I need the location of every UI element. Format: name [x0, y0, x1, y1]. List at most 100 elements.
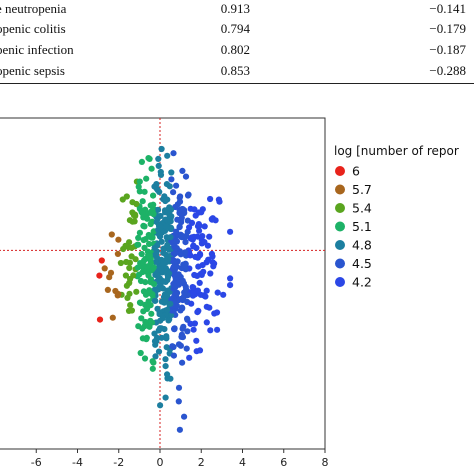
scatter-point: [186, 354, 193, 361]
scatter-point: [153, 254, 161, 261]
scatter-point: [148, 310, 155, 317]
scatter-point: [133, 288, 140, 295]
scatter-point: [159, 285, 166, 292]
scatter-point: [176, 296, 183, 303]
table-row: openic sepsis 0.853 −0.288: [0, 61, 474, 81]
scatter-point: [158, 277, 165, 284]
scatter-point: [206, 233, 213, 240]
legend-swatch: [335, 203, 345, 213]
scatter-point: [173, 182, 180, 189]
scatter-point: [135, 183, 142, 190]
row-value-2: −0.288: [429, 63, 466, 78]
scatter-point: [207, 327, 214, 334]
scatter-point: [188, 219, 196, 226]
scatter-point: [227, 228, 234, 235]
scatter-point: [139, 335, 146, 342]
scatter-point: [146, 287, 153, 294]
scatter-point: [108, 231, 115, 238]
scatter-point: [150, 201, 157, 208]
scatter-point: [150, 192, 157, 199]
scatter-point: [170, 189, 177, 196]
scatter-point: [138, 315, 145, 322]
scatter-point: [175, 398, 182, 405]
scatter-point: [109, 314, 116, 321]
scatter-point: [127, 275, 134, 283]
scatter-point: [104, 286, 111, 293]
scatter-point: [101, 265, 108, 272]
scatter-point: [158, 334, 165, 341]
scatter-point: [162, 394, 169, 401]
legend-title: log [number of repor: [334, 144, 459, 158]
scatter-point: [198, 209, 205, 216]
scatter-point: [139, 210, 146, 217]
scatter-point: [136, 229, 143, 236]
scatter-point: [147, 317, 154, 324]
scatter-point: [141, 257, 148, 264]
scatter-point: [157, 402, 164, 409]
scatter-point: [144, 215, 151, 222]
scatter-point: [140, 236, 147, 244]
scatter-point: [182, 239, 189, 246]
scatter-point: [141, 223, 148, 230]
legend-label: 5.7: [352, 182, 372, 197]
scatter-point: [137, 277, 145, 285]
legend-label: 4.8: [352, 238, 372, 253]
scatter-point: [128, 307, 135, 314]
table-row: e neutropenia 0.913 −0.141: [0, 0, 474, 19]
scatter-point: [126, 290, 133, 297]
scatter-point: [146, 253, 153, 260]
scatter-point: [114, 250, 121, 257]
legend-swatch: [335, 258, 345, 269]
scatter-point: [163, 223, 170, 230]
scatter-point: [127, 302, 134, 309]
legend-label: 5.1: [352, 219, 372, 234]
scatter-point: [153, 338, 160, 345]
scatter-point: [214, 326, 221, 333]
scatter-point: [148, 165, 155, 172]
scatter-point: [192, 253, 199, 260]
scatter-point: [146, 240, 153, 248]
scatter-point: [187, 235, 194, 242]
legend-label: 6: [352, 164, 360, 179]
scatter-point: [200, 268, 207, 275]
scatter-point: [173, 228, 180, 235]
scatter-point: [201, 223, 208, 230]
scatter-point: [204, 242, 211, 249]
scatter-point: [114, 292, 121, 299]
scatter-point: [170, 343, 177, 351]
row-value-1: 0.802: [220, 42, 250, 57]
scatter-point: [164, 277, 171, 284]
scatter-point: [187, 320, 194, 327]
scatter-point: [154, 305, 161, 312]
scatter-point: [199, 262, 206, 269]
scatter-point: [192, 212, 199, 219]
scatter-point: [170, 150, 177, 157]
scatter-point: [129, 199, 136, 206]
scatter-point: [175, 271, 182, 278]
scatter-point: [131, 218, 138, 225]
scatter-point: [149, 365, 156, 372]
scatter-point: [126, 264, 133, 272]
x-tick-label: 2: [198, 456, 205, 469]
scatter-point: [96, 316, 104, 323]
scatter-point: [195, 307, 202, 314]
scatter-point: [187, 252, 194, 259]
x-tick-label: 0: [157, 456, 164, 469]
scatter-point: [155, 231, 163, 238]
scatter-point: [190, 284, 197, 291]
scatter-point: [202, 293, 209, 300]
scatter-point: [210, 263, 217, 270]
row-name: openic sepsis: [0, 63, 65, 78]
scatter-point: [136, 205, 143, 213]
scatter-point: [157, 171, 165, 178]
row-value-2: −0.187: [429, 42, 466, 57]
scatter-point: [167, 375, 174, 382]
scatter-point: [183, 286, 190, 293]
scatter-point: [193, 337, 200, 344]
scatter-point: [168, 169, 175, 176]
scatter-point: [167, 218, 174, 225]
scatter-point: [162, 363, 169, 370]
legend-swatch: [335, 166, 345, 176]
legend-swatch: [335, 277, 345, 287]
scatter-point: [149, 358, 156, 365]
